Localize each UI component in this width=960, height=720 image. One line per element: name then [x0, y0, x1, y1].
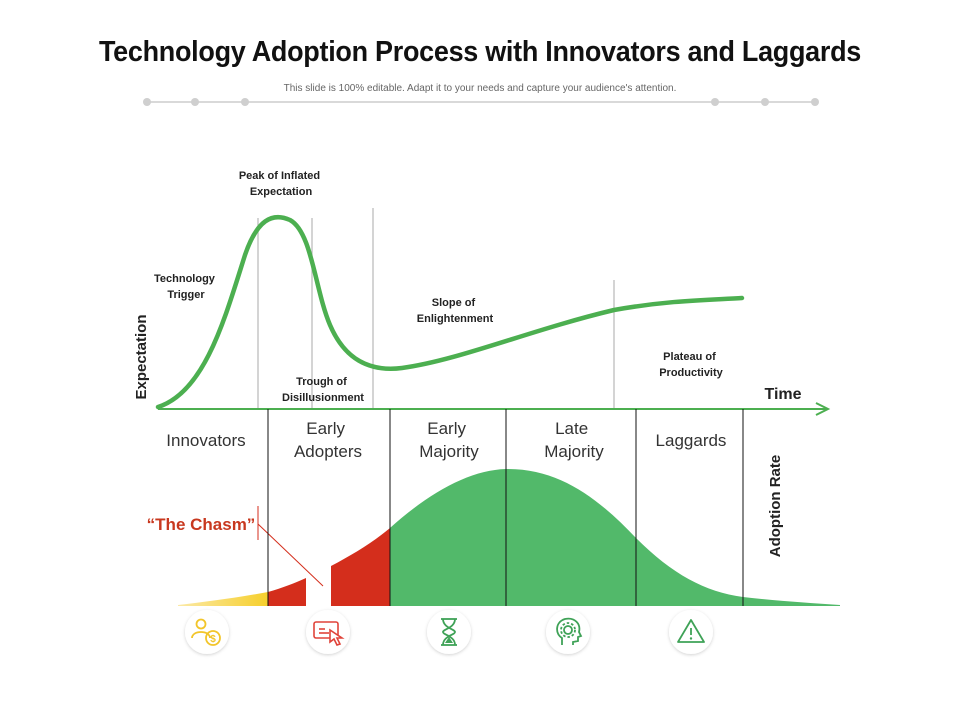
hand-pointer-screen-icon: [306, 610, 350, 654]
group-early-majority: Early Majority: [419, 419, 479, 461]
warning-triangle-icon: [669, 610, 713, 654]
x-axis-label: Time: [764, 386, 801, 403]
label-slope: Slope of Enlightenment: [417, 297, 494, 325]
label-plateau: Plateau of Productivity: [659, 351, 723, 379]
label-trigger: Technology Trigger: [154, 273, 218, 301]
chasm-label: “The Chasm”: [147, 515, 256, 534]
svg-text:$: $: [210, 634, 216, 645]
group-laggards: Laggards: [656, 431, 727, 450]
label-peak: Peak of Inflated Expectation: [239, 170, 323, 198]
page-subtitle: This slide is 100% editable. Adapt it to…: [283, 83, 677, 94]
group-early-adopters: Early Adopters: [294, 419, 362, 461]
chasm-pointer: [257, 523, 324, 587]
y-axis-label: Expectation: [133, 314, 150, 399]
person-dollar-icon: $: [185, 610, 229, 654]
page-title: Technology Adoption Process with Innovat…: [98, 36, 862, 68]
segment-early-adopters-b: [331, 528, 390, 606]
adoption-rate-label: Adoption Rate: [767, 455, 784, 558]
segment-majority-laggards: [390, 468, 840, 606]
group-late-majority: Late Majority: [544, 419, 604, 461]
hype-curve: [155, 214, 745, 410]
hourglass-icon: [427, 610, 471, 654]
segment-innovators: [178, 592, 268, 606]
label-trough: Trough of Disillusionment: [282, 376, 364, 404]
head-gear-icon: [546, 610, 590, 654]
group-innovators: Innovators: [166, 431, 245, 450]
segment-early-adopters-a: [268, 578, 306, 606]
time-axis: [158, 402, 831, 416]
